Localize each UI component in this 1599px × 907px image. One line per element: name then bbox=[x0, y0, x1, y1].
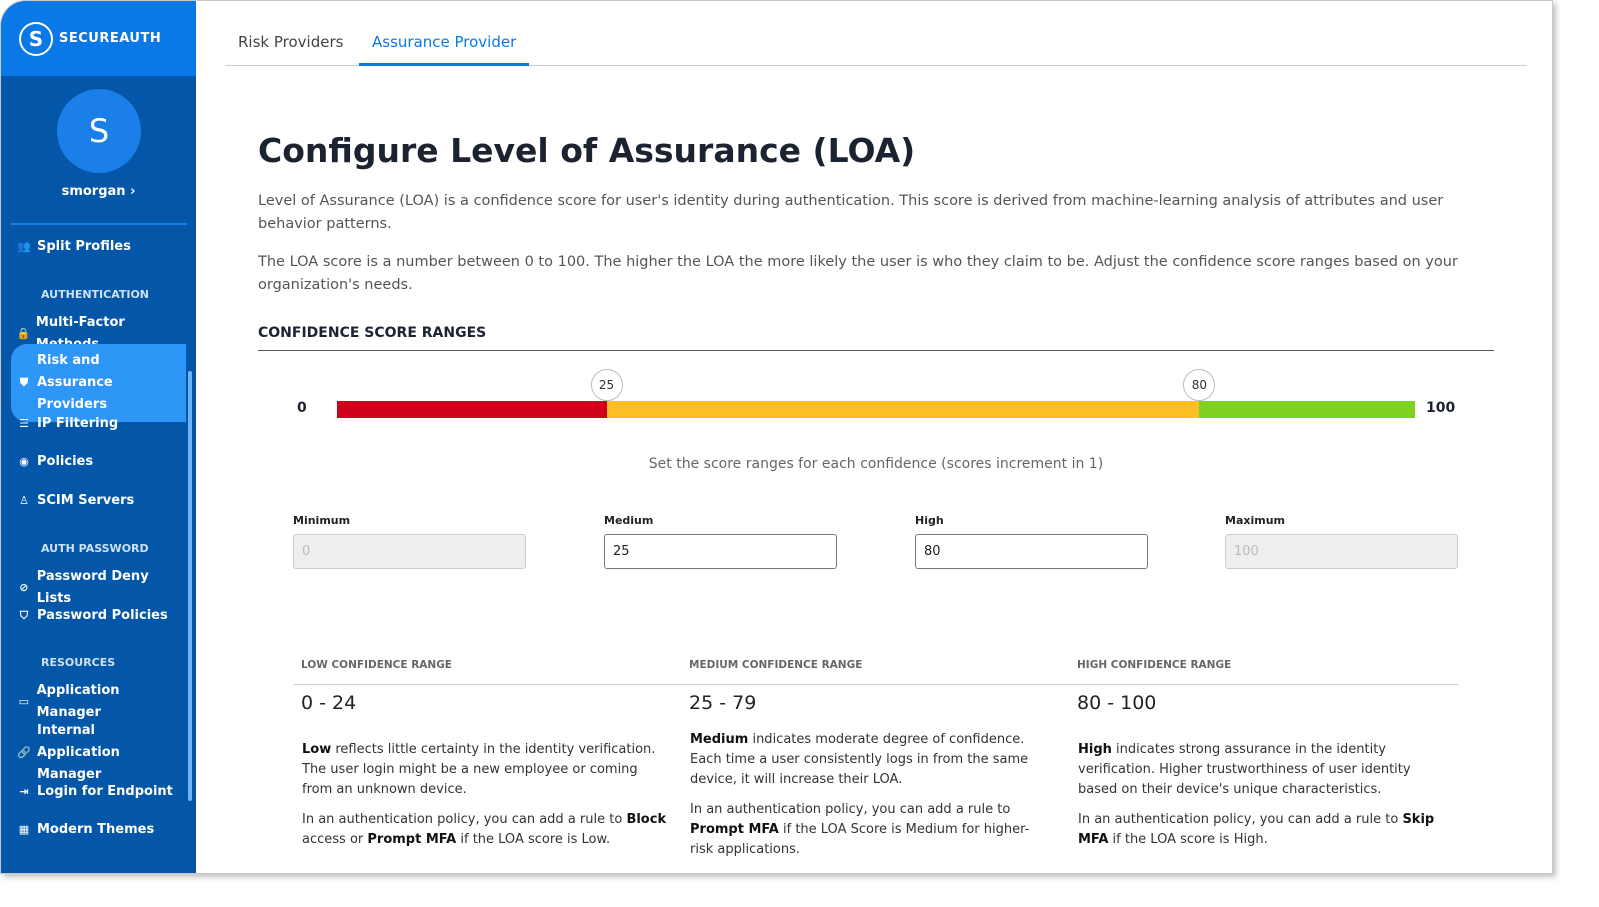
high-range-bar bbox=[1199, 401, 1415, 418]
policy-icon: ◉ bbox=[19, 455, 29, 468]
sidebar: S SECUREAUTH S smorgan › 👥 Split Profiles … bbox=[1, 1, 196, 873]
minimum-label: Minimum bbox=[293, 514, 351, 527]
loa-description: The LOA score is a number between 0 to 1… bbox=[258, 254, 1458, 293]
sidebar-item-password-policies[interactable]: ⛉ Password Policies bbox=[11, 605, 186, 627]
sidebar-item-label: Risk and Assurance Providers bbox=[37, 353, 113, 412]
logo-text: SECUREAUTH bbox=[59, 31, 162, 46]
logo[interactable]: S SECUREAUTH bbox=[1, 1, 196, 76]
grid-icon: ▦ bbox=[18, 823, 30, 836]
high-input[interactable] bbox=[915, 534, 1148, 569]
sidebar-item-internal-application-manager[interactable]: 🔗 Internal Application Manager bbox=[11, 720, 186, 786]
sidebar-item-label: Modern Themes bbox=[37, 822, 155, 837]
sidebar-item-split-profiles[interactable]: 👥 Split Profiles bbox=[11, 236, 186, 258]
link-icon: 🔗 bbox=[17, 746, 31, 759]
sidebar-item-login-for-endpoint[interactable]: ⇥ Login for Endpoint bbox=[11, 781, 186, 803]
app-window: S SECUREAUTH S smorgan › 👥 Split Profiles … bbox=[0, 0, 1553, 874]
high-range-header: HIGH CONFIDENCE RANGE bbox=[1077, 659, 1232, 671]
users-icon: 👥 bbox=[17, 240, 31, 253]
page-title: Configure Level of Assurance (LOA) bbox=[258, 131, 916, 170]
sidebar-item-label: SCIM Servers bbox=[37, 493, 135, 508]
minimum-input bbox=[293, 534, 526, 569]
section-resources: RESOURCES bbox=[41, 656, 116, 669]
low-range-value: 0 - 24 bbox=[301, 692, 357, 714]
medium-policy-note: In an authentication policy, you can add… bbox=[690, 802, 1030, 857]
sidebar-item-scim-servers[interactable]: ♙ SCIM Servers bbox=[11, 490, 186, 512]
slider-hint: Set the score ranges for each confidence… bbox=[648, 456, 1104, 472]
login-icon: ⇥ bbox=[19, 785, 29, 798]
medium-threshold-handle[interactable]: 25 bbox=[590, 369, 623, 401]
sidebar-item-policies[interactable]: ◉ Policies bbox=[11, 451, 186, 473]
tab-risk-providers[interactable]: Risk Providers bbox=[238, 33, 344, 51]
medium-range-bar bbox=[606, 401, 1200, 418]
medium-input[interactable] bbox=[604, 534, 837, 569]
maximum-label: Maximum bbox=[1225, 514, 1285, 527]
eye-off-icon: ⊘ bbox=[19, 581, 29, 594]
section-authentication: AUTHENTICATION bbox=[41, 288, 150, 301]
slider-min-label: 0 bbox=[297, 400, 307, 416]
shield-icon: ⛊ bbox=[19, 376, 29, 389]
sidebar-item-label: Login for Endpoint bbox=[37, 784, 173, 799]
slider-max-label: 100 bbox=[1426, 400, 1456, 416]
high-policy-note: In an authentication policy, you can add… bbox=[1078, 812, 1435, 847]
sidebar-item-label: IP Filtering bbox=[37, 416, 119, 431]
sidebar-item-label: Password Deny Lists bbox=[36, 569, 149, 606]
sidebar-item-modern-themes[interactable]: ▦ Modern Themes bbox=[11, 819, 186, 841]
divider bbox=[11, 223, 187, 225]
section-heading: CONFIDENCE SCORE RANGES bbox=[258, 325, 487, 341]
sidebar-item-application-manager[interactable]: ▭ Application Manager bbox=[11, 680, 186, 724]
lock-icon: 🔒 bbox=[16, 327, 31, 340]
intro-text: Level of Assurance (LOA) is a confidence… bbox=[258, 193, 1444, 232]
high-description: High indicates strong assurance in the i… bbox=[1078, 742, 1411, 797]
sidebar-item-label: Policies bbox=[37, 454, 94, 469]
high-label: High bbox=[915, 514, 944, 527]
maximum-input bbox=[1225, 534, 1458, 569]
sidebar-item-password-deny-lists[interactable]: ⊘ Password Deny Lists bbox=[11, 566, 186, 610]
sidebar-item-ip-filtering[interactable]: ☰ IP Filtering bbox=[11, 413, 186, 435]
sidebar-item-risk-and-assurance-providers[interactable]: ⛊ Risk and Assurance Providers bbox=[11, 344, 186, 422]
divider bbox=[258, 350, 1494, 351]
medium-range-header: MEDIUM CONFIDENCE RANGE bbox=[689, 659, 863, 671]
server-user-icon: ♙ bbox=[19, 494, 29, 507]
avatar[interactable]: S bbox=[57, 89, 141, 173]
sidebar-item-label: Split Profiles bbox=[37, 239, 131, 254]
tab-assurance-provider[interactable]: Assurance Provider bbox=[359, 33, 530, 66]
low-description: Low reflects little certainty in the ide… bbox=[302, 742, 656, 797]
secureauth-logo-icon: S bbox=[19, 21, 53, 56]
divider bbox=[294, 684, 1458, 685]
sidebar-item-label: Password Policies bbox=[37, 608, 168, 623]
shield-user-icon: ⛉ bbox=[19, 609, 29, 622]
low-policy-note: In an authentication policy, you can add… bbox=[302, 812, 667, 847]
sidebar-scrollbar[interactable] bbox=[188, 371, 192, 801]
low-range-bar bbox=[337, 401, 607, 418]
monitor-icon: ▭ bbox=[18, 695, 29, 708]
high-threshold-handle[interactable]: 80 bbox=[1183, 369, 1216, 401]
high-range-value: 80 - 100 bbox=[1077, 692, 1157, 714]
medium-description: Medium indicates moderate degree of conf… bbox=[690, 732, 1029, 787]
sidebar-item-label: Application Manager bbox=[36, 683, 120, 720]
list-icon: ☰ bbox=[19, 417, 29, 430]
user-menu-link[interactable]: smorgan › bbox=[61, 184, 136, 199]
tab-bar: Risk Providers Assurance Provider bbox=[225, 23, 1527, 66]
medium-range-value: 25 - 79 bbox=[689, 692, 757, 714]
low-range-header: LOW CONFIDENCE RANGE bbox=[301, 659, 452, 671]
sidebar-item-label: Internal Application Manager bbox=[37, 723, 120, 782]
medium-label: Medium bbox=[604, 514, 654, 527]
section-auth-password: AUTH PASSWORD bbox=[41, 542, 149, 555]
